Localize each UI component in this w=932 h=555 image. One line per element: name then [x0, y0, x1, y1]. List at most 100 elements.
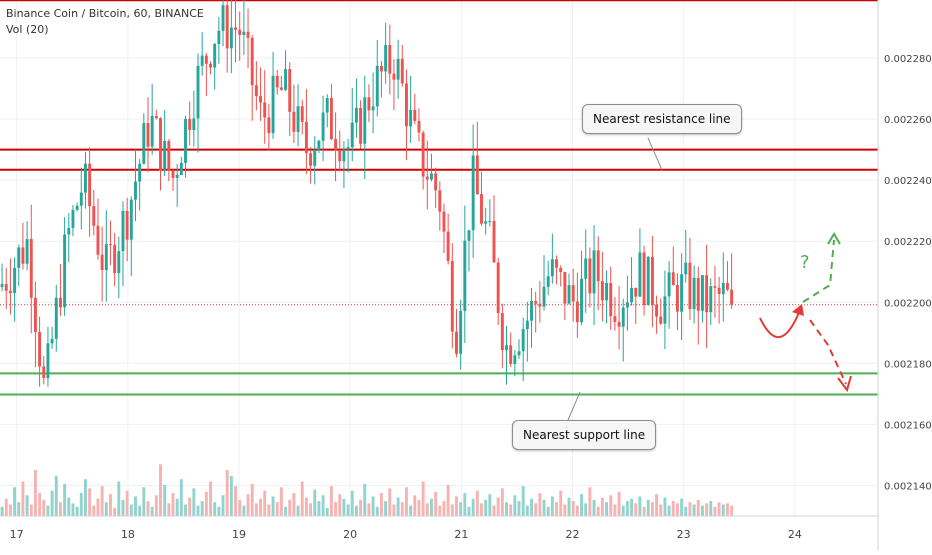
volume-bar: [217, 506, 221, 516]
x-tick-label: 21: [454, 528, 468, 541]
volume-bar: [713, 506, 717, 516]
candle-body: [217, 30, 221, 44]
candle-body: [505, 345, 508, 351]
candle-body: [188, 118, 192, 131]
volume-bar: [684, 506, 688, 516]
volume-bar: [634, 503, 638, 516]
candle-body: [304, 121, 308, 154]
candle-layer: [0, 0, 734, 387]
volume-bar: [25, 495, 29, 516]
candle-body: [459, 310, 463, 354]
volume-bar: [475, 490, 479, 516]
candle-body: [271, 75, 275, 134]
volume-bar: [142, 487, 146, 516]
volume-bar: [413, 495, 417, 516]
candle-body: [705, 275, 709, 313]
candle-body: [484, 221, 488, 224]
candle-body: [467, 230, 471, 241]
candle-body: [0, 284, 4, 288]
candle-body: [513, 355, 517, 364]
volume-bar: [379, 493, 383, 516]
candle-body: [238, 29, 242, 35]
volume-bar: [192, 488, 196, 516]
candle-body: [21, 247, 25, 264]
support-callout: Nearest support line: [512, 420, 657, 450]
candle-body: [209, 63, 212, 68]
candle-body: [221, 5, 225, 31]
volume-bar: [659, 504, 663, 516]
volume-bar: [88, 488, 92, 516]
volume-bar: [446, 484, 450, 516]
candle-body: [625, 302, 629, 308]
candle-body: [175, 174, 179, 178]
candle-body: [96, 225, 100, 255]
candle-body: [379, 65, 383, 72]
x-tick-label: 22: [566, 528, 580, 541]
volume-bar: [546, 506, 550, 516]
volume-bar: [171, 493, 175, 516]
candle-body: [254, 85, 258, 97]
volume-bar: [117, 481, 121, 516]
candle-body: [46, 343, 50, 379]
forecast-down-arrowhead: [837, 375, 852, 393]
candle-body: [709, 286, 713, 313]
candle-body: [475, 155, 479, 195]
volume-bar: [325, 507, 329, 516]
volume-bar: [29, 504, 33, 516]
candle-body: [259, 96, 263, 103]
candle-body: [79, 192, 83, 206]
candle-body: [517, 351, 521, 356]
candle-body: [279, 87, 283, 90]
volume-bar: [680, 498, 684, 516]
resistance-callout: Nearest resistance line: [582, 104, 742, 134]
candle-body: [350, 122, 354, 148]
candle-body: [167, 140, 171, 171]
candle-body: [113, 244, 117, 274]
forecast-up-arrowhead: [827, 232, 841, 245]
candle-body: [592, 250, 596, 294]
volume-bar: [667, 505, 671, 516]
volume-bar: [600, 497, 604, 516]
candle-body: [67, 227, 71, 235]
candle-body: [450, 260, 454, 332]
volume-bar: [409, 505, 413, 516]
x-tick-label: 23: [677, 528, 691, 541]
volume-bar: [342, 498, 346, 516]
volume-bar: [563, 504, 567, 516]
candle-body: [367, 97, 371, 111]
y-tick-label: 0.0022800: [884, 54, 932, 65]
candle-body: [142, 123, 146, 164]
volume-bar: [159, 464, 162, 516]
volume-bar: [538, 493, 542, 516]
candle-body: [192, 118, 196, 131]
volume-bar: [675, 503, 679, 516]
x-tick-label: 20: [343, 528, 357, 541]
candle-body: [430, 173, 433, 180]
volume-bar: [92, 505, 96, 516]
candle-body: [675, 285, 679, 312]
candle-body: [396, 58, 400, 80]
volume-bar: [584, 503, 588, 516]
volume-bar: [338, 494, 342, 516]
candle-body: [384, 45, 388, 72]
volume-bar: [225, 470, 229, 516]
volume-bar: [296, 505, 300, 516]
x-tick-label: 19: [232, 528, 246, 541]
candle-body: [721, 282, 725, 295]
volume-bar: [521, 486, 525, 516]
volume-bar: [234, 486, 237, 516]
candle-body: [150, 115, 154, 147]
candle-body: [388, 45, 392, 74]
candle-body: [138, 163, 142, 182]
resistance-callout-pointer: [647, 137, 663, 171]
candle-body: [663, 296, 667, 324]
forecast-dip-arrowhead: [792, 304, 804, 316]
volume-bar: [13, 487, 17, 516]
volume-bar: [725, 503, 729, 516]
volume-bar: [430, 498, 433, 516]
candle-body: [400, 58, 404, 84]
candle-body: [555, 259, 558, 268]
volume-bar: [425, 503, 429, 516]
